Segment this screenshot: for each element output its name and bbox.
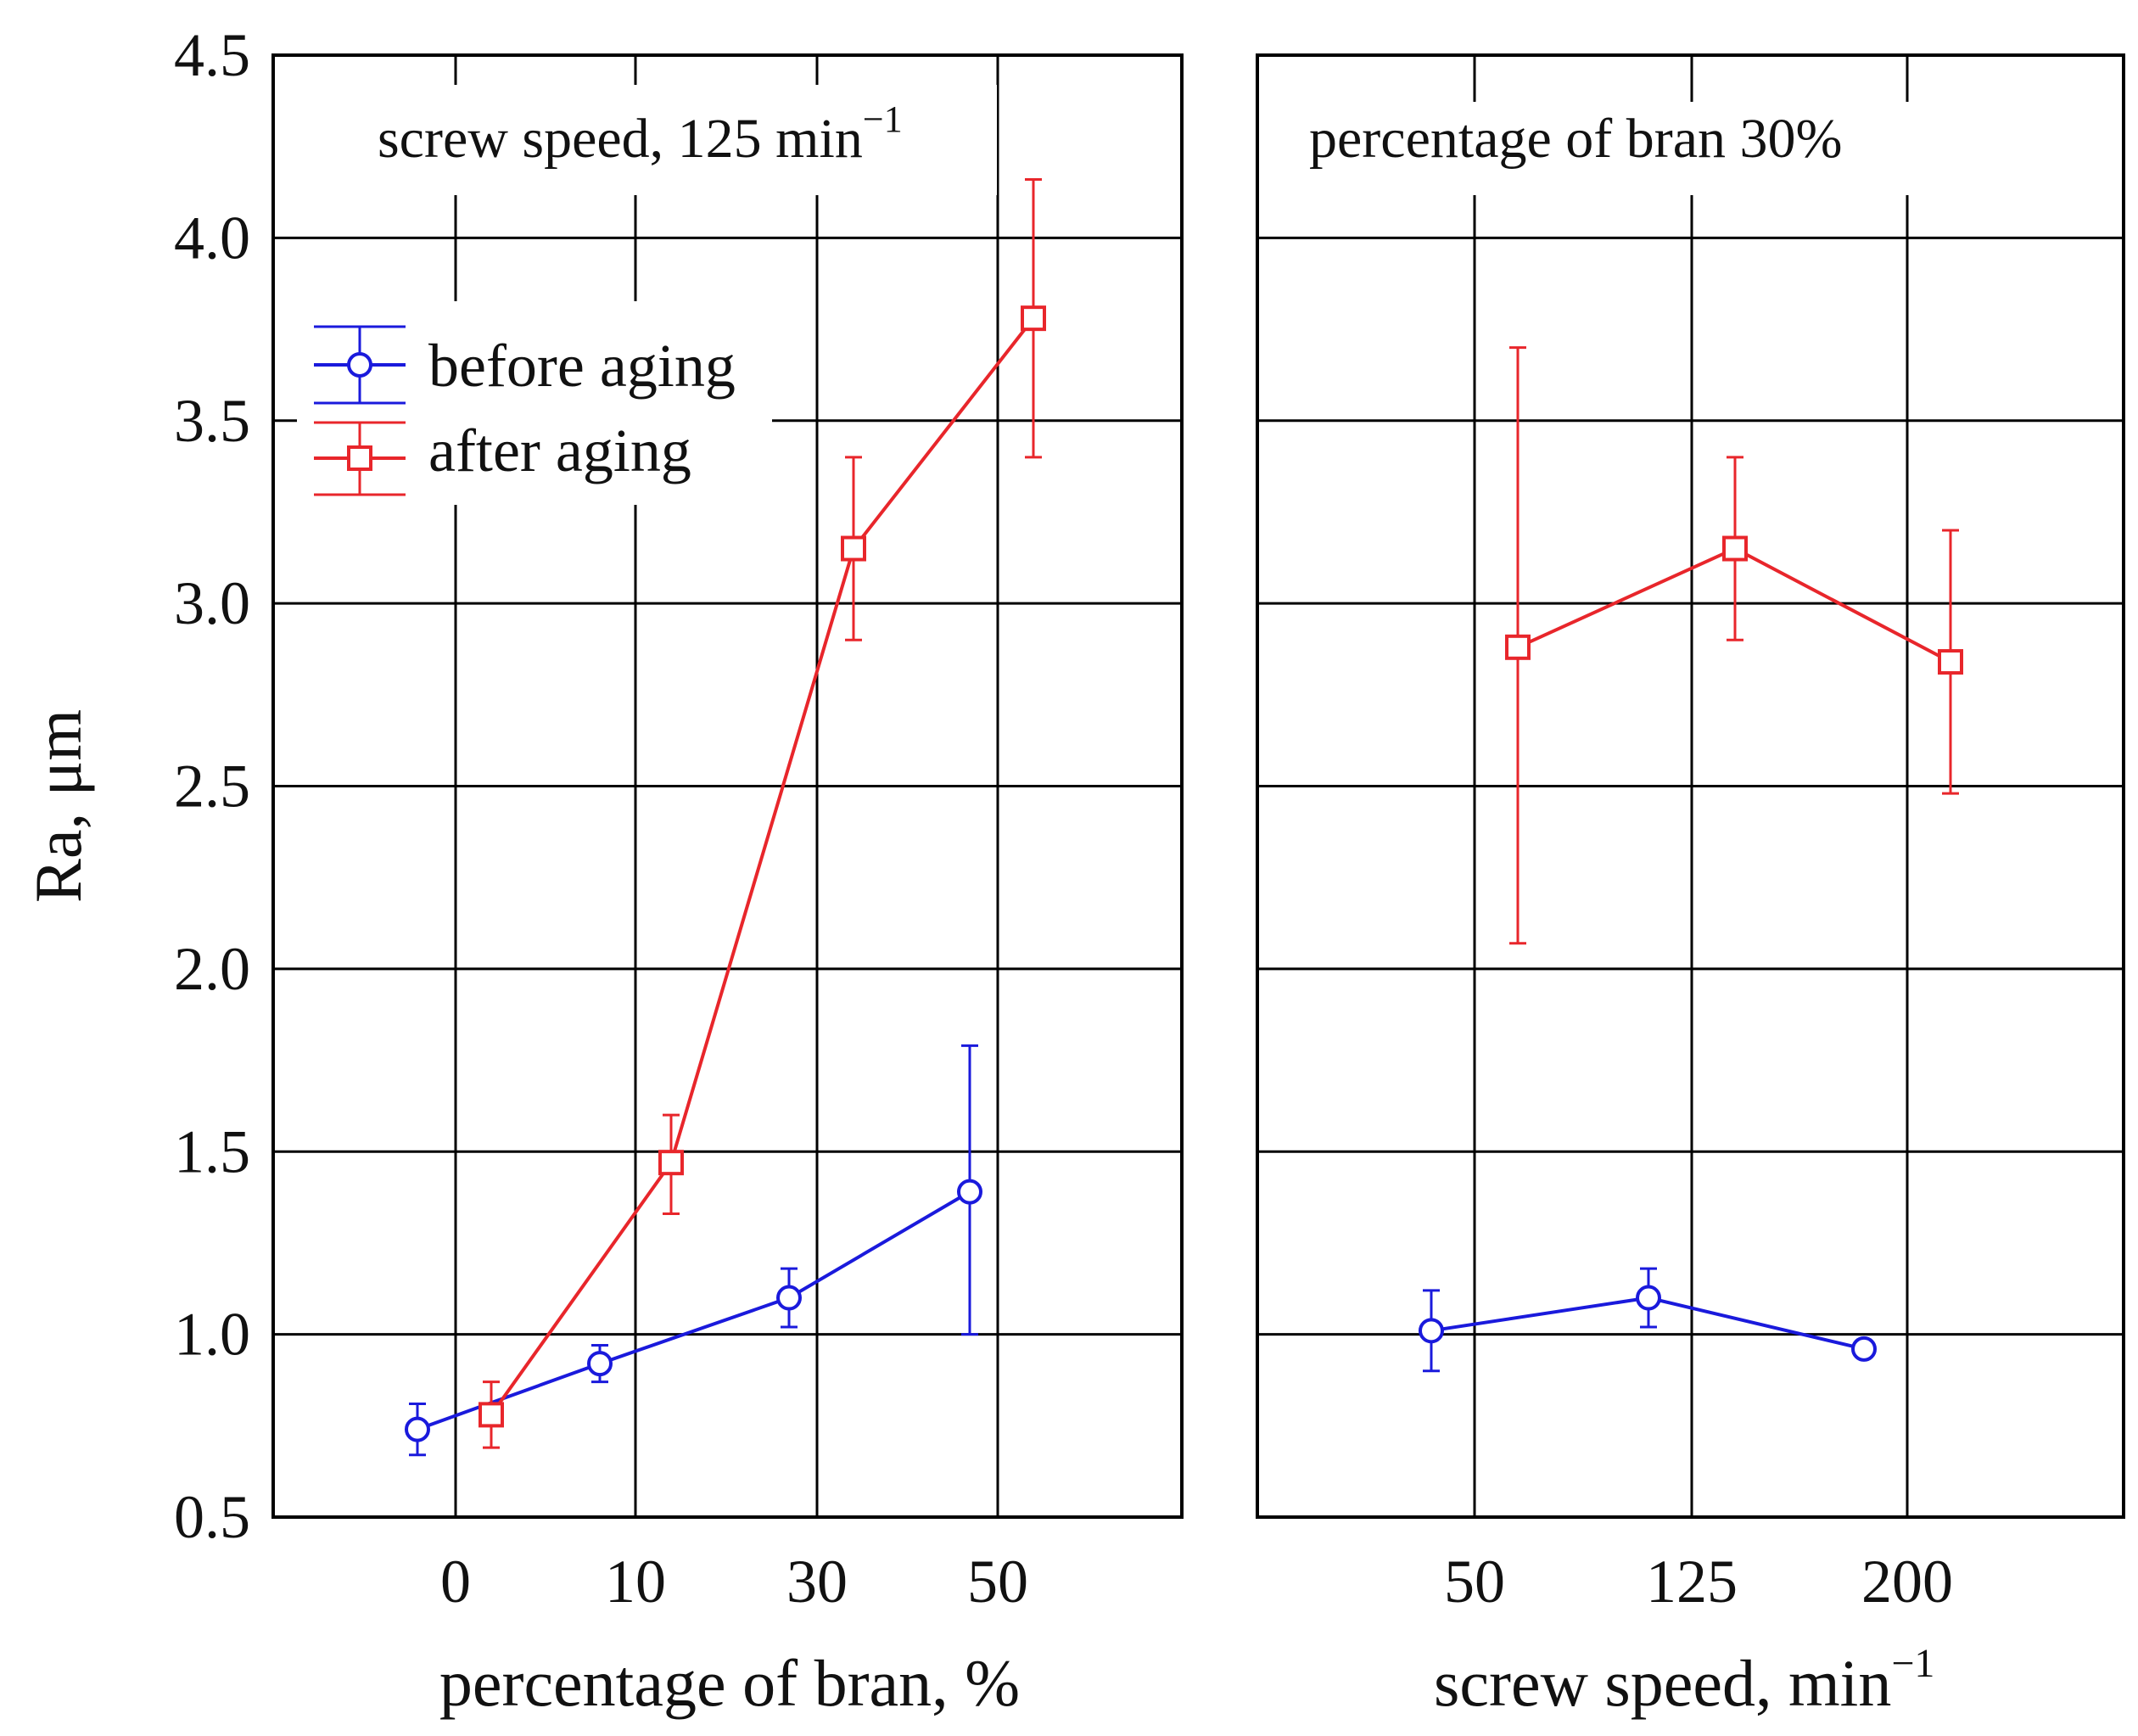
panel2-x-axis-label-text: screw speed, min: [1434, 1646, 1891, 1720]
panel2-x-tick-label: 200: [1861, 1548, 1953, 1616]
panel2-before-point: [1636, 1285, 1661, 1311]
panel1-x-tick-label: 0: [440, 1548, 471, 1616]
legend-after-label: after aging: [428, 417, 691, 484]
panel2-x-tick-label: 50: [1444, 1548, 1505, 1616]
panel2-annotation: percentage of bran 30%: [1309, 108, 1843, 170]
panel1-after-point: [479, 1402, 504, 1428]
y-axis-label: Ra, μm: [21, 709, 95, 903]
y-tick-label: 4.5: [174, 21, 250, 89]
panel2-annotation-box: [1294, 102, 1939, 195]
y-tick-label: 1.5: [174, 1117, 250, 1185]
panel1-before-line: [417, 1190, 971, 1431]
panel1-before-point: [957, 1179, 982, 1205]
legend-entry-after: after aging: [314, 417, 691, 496]
panel1-before-point: [405, 1416, 430, 1442]
panel1-before-point: [587, 1351, 613, 1377]
panel2-frame: [1256, 53, 2125, 1519]
panel2-before-point: [1851, 1336, 1877, 1362]
panel1-after-point: [1021, 305, 1046, 332]
panel2-after-point: [1722, 535, 1748, 562]
y-tick-label: 0.5: [174, 1483, 250, 1551]
y-tick-label: 2.0: [174, 935, 250, 1003]
legend-after-marker: [347, 445, 372, 471]
panel1-after-point: [658, 1150, 684, 1176]
panel2-after-point: [1938, 649, 1963, 675]
panel1-x-tick-label: 30: [786, 1548, 848, 1616]
y-tick-label: 1.0: [174, 1301, 250, 1369]
panel1-x-tick-label: 50: [967, 1548, 1028, 1616]
panel1-x-axis-label-text: percentage of bran, %: [439, 1646, 1020, 1720]
panel1-annotation: screw speed, 125 min−1: [378, 98, 903, 170]
panel1-x-axis-label: percentage of bran, %: [439, 1646, 1020, 1720]
y-tick-label: 4.0: [174, 204, 250, 272]
panel1-before-point: [776, 1285, 802, 1311]
panel1-frame: [271, 53, 1184, 1519]
y-tick-label: 3.5: [174, 387, 250, 455]
panel1-after-line: [490, 316, 1035, 1416]
legend-before-label: before aging: [428, 332, 736, 400]
panel1-after-point: [841, 535, 866, 562]
panel2-x-axis-label: screw speed, min−1: [1434, 1641, 1934, 1720]
legend-entry-before: before aging: [314, 325, 736, 405]
y-tick-label: 3.0: [174, 569, 250, 637]
panel1-annotation-box: [352, 85, 997, 195]
panel1-annotation-sup: −1: [863, 98, 903, 140]
panel2-x-axis-label-sup: −1: [1891, 1641, 1934, 1686]
legend-before-marker: [347, 352, 372, 378]
panel1-annotation-text: screw speed, 125 min: [378, 108, 863, 170]
panel2-x-tick-label: 125: [1646, 1548, 1738, 1616]
panel1-x-tick-label: 10: [605, 1548, 666, 1616]
panel2-before-point: [1419, 1318, 1444, 1344]
panel2-after-point: [1505, 634, 1531, 660]
y-tick-label: 2.5: [174, 753, 250, 820]
legend: before aging after aging: [297, 301, 772, 505]
